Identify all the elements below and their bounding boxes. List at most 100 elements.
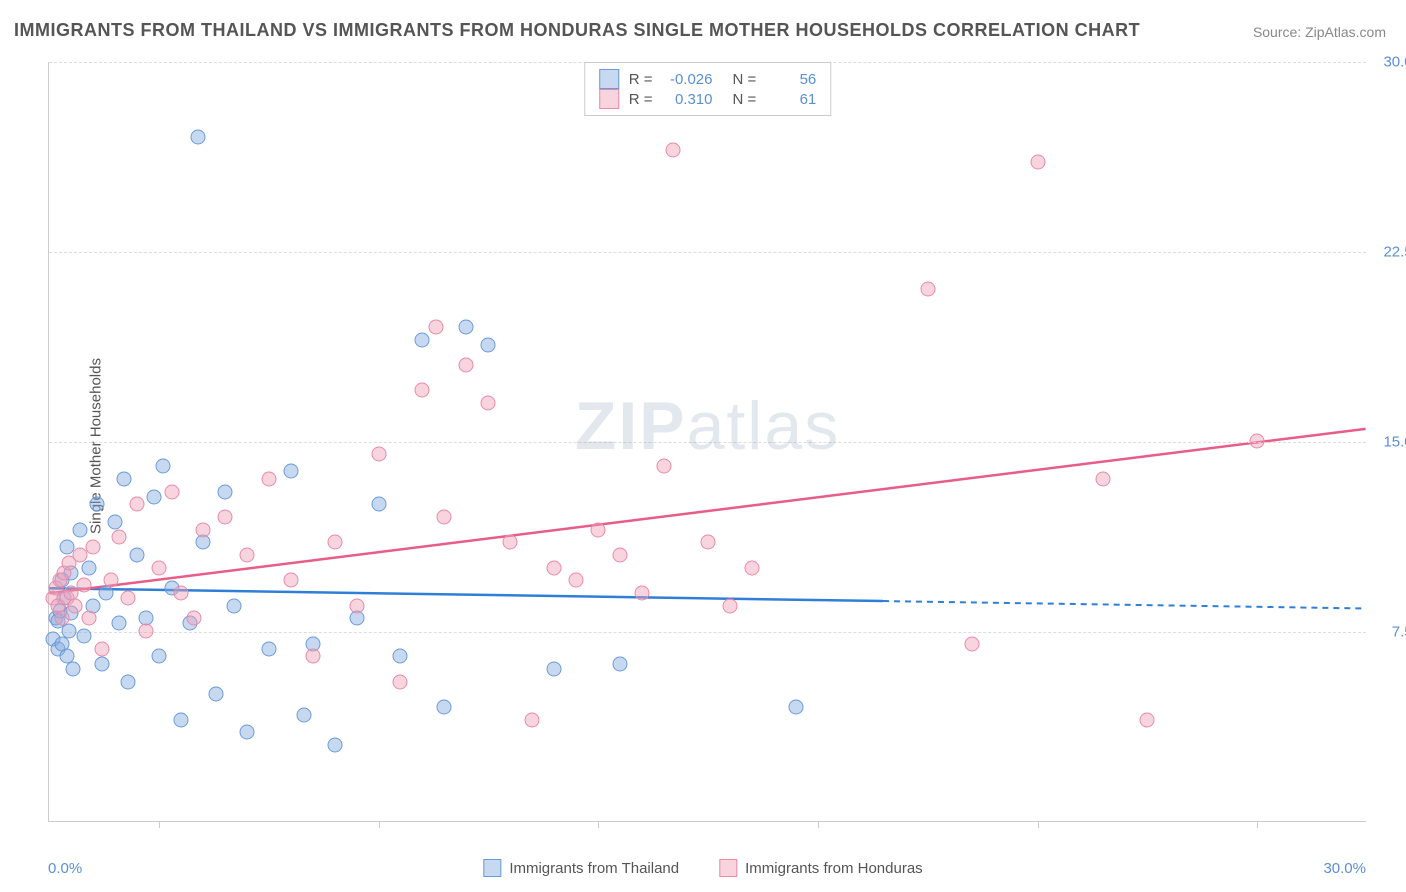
scatter-point-thailand — [296, 707, 311, 722]
scatter-point-thailand — [393, 649, 408, 664]
scatter-point-thailand — [208, 687, 223, 702]
watermark: ZIPatlas — [575, 387, 840, 465]
scatter-point-honduras — [437, 510, 452, 525]
legend-swatch-thailand — [599, 69, 619, 89]
legend-swatch-honduras — [719, 859, 737, 877]
scatter-point-thailand — [788, 700, 803, 715]
corr-legend-row-honduras: R =0.310N =61 — [599, 89, 817, 109]
scatter-point-honduras — [217, 510, 232, 525]
scatter-point-honduras — [701, 535, 716, 550]
y-tick-label: 7.5% — [1392, 624, 1406, 641]
scatter-point-thailand — [173, 712, 188, 727]
scatter-point-honduras — [173, 586, 188, 601]
source-credit: Source: ZipAtlas.com — [1253, 24, 1386, 40]
scatter-point-honduras — [371, 446, 386, 461]
scatter-point-honduras — [55, 611, 70, 626]
r-value: 0.310 — [663, 91, 713, 108]
watermark-light: atlas — [687, 388, 841, 464]
scatter-point-honduras — [722, 598, 737, 613]
scatter-point-thailand — [121, 674, 136, 689]
scatter-point-honduras — [195, 522, 210, 537]
scatter-point-thailand — [437, 700, 452, 715]
legend-label: Immigrants from Honduras — [745, 860, 923, 877]
n-label: N = — [733, 91, 757, 108]
scatter-point-honduras — [459, 358, 474, 373]
r-value: -0.026 — [663, 71, 713, 88]
scatter-point-thailand — [90, 497, 105, 512]
scatter-point-thailand — [156, 459, 171, 474]
correlation-legend: R =-0.026N =56R =0.310N =61 — [584, 62, 832, 116]
legend-swatch-thailand — [483, 859, 501, 877]
chart-container: IMMIGRANTS FROM THAILAND VS IMMIGRANTS F… — [0, 0, 1406, 892]
scatter-point-thailand — [107, 515, 122, 530]
scatter-point-thailand — [239, 725, 254, 740]
scatter-point-honduras — [428, 320, 443, 335]
scatter-point-honduras — [1250, 434, 1265, 449]
x-tick — [379, 821, 380, 828]
scatter-point-honduras — [635, 586, 650, 601]
scatter-point-honduras — [121, 591, 136, 606]
scatter-point-honduras — [1140, 712, 1155, 727]
scatter-point-honduras — [503, 535, 518, 550]
grid-line — [49, 252, 1366, 253]
scatter-point-honduras — [525, 712, 540, 727]
source-label: Source: — [1253, 24, 1301, 40]
legend-label: Immigrants from Thailand — [509, 860, 679, 877]
scatter-point-thailand — [327, 738, 342, 753]
scatter-point-honduras — [349, 598, 364, 613]
scatter-point-honduras — [613, 548, 628, 563]
y-tick-label: 22.5% — [1383, 244, 1406, 261]
scatter-point-thailand — [191, 130, 206, 145]
legend-swatch-honduras — [599, 89, 619, 109]
scatter-point-honduras — [151, 560, 166, 575]
r-label: R = — [629, 71, 653, 88]
scatter-point-honduras — [569, 573, 584, 588]
watermark-bold: ZIP — [575, 388, 687, 464]
x-tick — [598, 821, 599, 828]
scatter-point-thailand — [94, 656, 109, 671]
scatter-point-thailand — [147, 489, 162, 504]
x-tick — [818, 821, 819, 828]
scatter-point-thailand — [613, 656, 628, 671]
scatter-point-honduras — [77, 578, 92, 593]
grid-line — [49, 442, 1366, 443]
corr-legend-row-thailand: R =-0.026N =56 — [599, 69, 817, 89]
scatter-point-honduras — [186, 611, 201, 626]
chart-title: IMMIGRANTS FROM THAILAND VS IMMIGRANTS F… — [14, 20, 1140, 41]
scatter-point-honduras — [327, 535, 342, 550]
scatter-point-honduras — [547, 560, 562, 575]
scatter-point-thailand — [226, 598, 241, 613]
scatter-point-honduras — [85, 540, 100, 555]
scatter-point-honduras — [138, 624, 153, 639]
x-tick — [1257, 821, 1258, 828]
scatter-point-thailand — [112, 616, 127, 631]
scatter-point-thailand — [459, 320, 474, 335]
scatter-point-thailand — [77, 629, 92, 644]
n-value: 56 — [766, 71, 816, 88]
x-axis-end-label: 30.0% — [1323, 860, 1366, 877]
scatter-point-honduras — [239, 548, 254, 563]
n-value: 61 — [766, 91, 816, 108]
legend-item-thailand: Immigrants from Thailand — [483, 859, 679, 877]
scatter-point-thailand — [61, 624, 76, 639]
series-legend: Immigrants from Thailand Immigrants from … — [483, 859, 922, 877]
scatter-point-honduras — [657, 459, 672, 474]
scatter-point-thailand — [547, 662, 562, 677]
scatter-point-thailand — [116, 472, 131, 487]
y-tick-label: 30.0% — [1383, 54, 1406, 71]
scatter-point-honduras — [165, 484, 180, 499]
trend-line-honduras — [49, 429, 1365, 593]
scatter-point-thailand — [261, 641, 276, 656]
scatter-point-honduras — [103, 573, 118, 588]
scatter-point-honduras — [481, 396, 496, 411]
scatter-point-honduras — [68, 598, 83, 613]
legend-item-honduras: Immigrants from Honduras — [719, 859, 923, 877]
scatter-point-honduras — [81, 611, 96, 626]
scatter-point-honduras — [415, 383, 430, 398]
grid-line — [49, 632, 1366, 633]
scatter-point-thailand — [151, 649, 166, 664]
scatter-point-honduras — [129, 497, 144, 512]
scatter-point-honduras — [283, 573, 298, 588]
y-tick-label: 15.0% — [1383, 434, 1406, 451]
scatter-point-honduras — [1030, 155, 1045, 170]
